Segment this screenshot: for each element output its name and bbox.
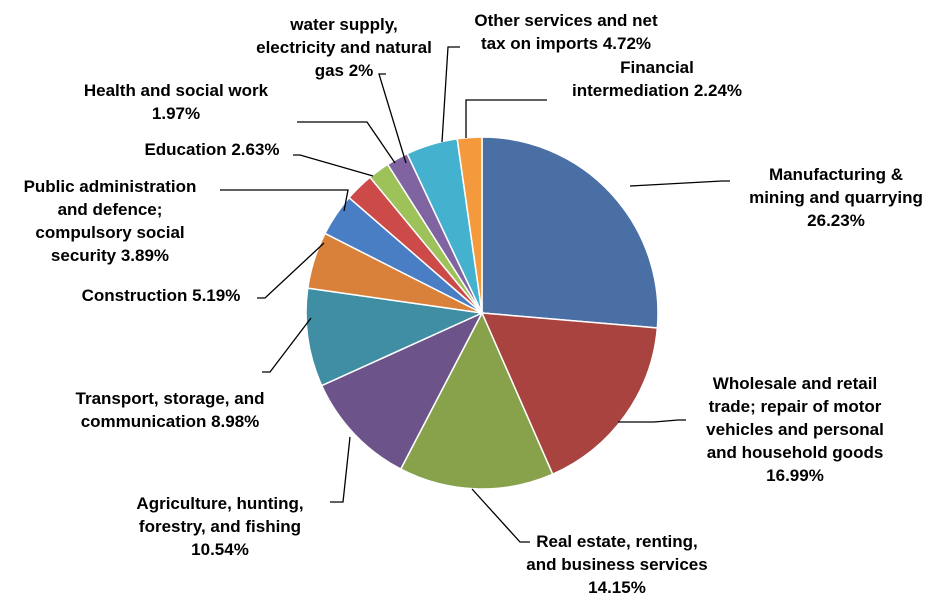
slice-label-transport-storage-and-communication: Transport, storage, and communication 8.9… (76, 389, 265, 431)
pie-slice-transport-storage-and-communication (305, 287, 485, 387)
leader-line-public-administration-and-defence-compulsory-social-security (220, 189, 349, 212)
slice-label-line: and business services (526, 555, 707, 574)
slice-label-agriculture-hunting-forestry-and-fishing: Agriculture, hunting, forestry, and fishi… (136, 494, 303, 559)
leader-line-financial-intermediation (465, 99, 547, 138)
slice-label-line: mining and quarrying (749, 188, 923, 207)
pie-slice-financial-intermediation (456, 136, 483, 314)
slice-label-line: 14.15% (588, 578, 646, 597)
pie-slices (305, 136, 659, 490)
pie-slice-agriculture-hunting-forestry-and-fishing (320, 311, 484, 471)
slice-label-line: compulsory social (35, 223, 184, 242)
slice-label-line: Construction 5.19% (82, 286, 241, 305)
slice-label-line: tax on imports 4.72% (481, 34, 651, 53)
slice-label-line: Real estate, renting, (536, 532, 698, 551)
slice-label-line: Transport, storage, and (76, 389, 265, 408)
slice-label-line: 16.99% (766, 466, 824, 485)
slice-label-line: forestry, and fishing (139, 517, 301, 536)
slice-label-line: 1.97% (152, 104, 200, 123)
slice-label-line: electricity and natural (256, 38, 432, 57)
slice-label-line: and defence; (58, 200, 163, 219)
leader-line-health-and-social-work (297, 121, 396, 164)
leader-line-education (293, 154, 374, 177)
slice-label-real-estate-renting-and-business-services: Real estate, renting, and business servic… (526, 532, 707, 597)
slice-label-water-supply-electricity-and-natural-gas: water supply, electricity and natural gas … (256, 15, 432, 80)
leader-line-water-supply-electricity-and-natural-gas (378, 73, 407, 164)
leader-line-construction (257, 242, 325, 299)
slice-labels: Manufacturing & mining and quarrying 26.23… (24, 11, 923, 597)
slice-label-line: Manufacturing & (769, 165, 903, 184)
slice-label-line: trade; repair of motor (709, 397, 882, 416)
slice-label-wholesale-and-retail-trade-repair-of-motor-vehicles-and-personal-and-household-goods: Wholesale and retail trade; repair of mot… (706, 374, 884, 485)
slice-label-line: 26.23% (807, 211, 865, 230)
pie-slice-manufacturing-mining-and-quarrying (481, 136, 659, 329)
pie-slice-wholesale-and-retail-trade-repair-of-motor-vehicles-and-personal-and-household-goods (480, 312, 659, 476)
slice-label-line: vehicles and personal (706, 420, 884, 439)
slice-label-line: and household goods (707, 443, 884, 462)
slice-label-line: 10.54% (191, 540, 249, 559)
slice-label-line: communication 8.98% (81, 412, 260, 431)
slice-label-manufacturing-mining-and-quarrying: Manufacturing & mining and quarrying 26.23… (749, 165, 923, 230)
leader-lines (220, 46, 730, 543)
slice-label-line: Other services and net (474, 11, 658, 30)
pie-slice-real-estate-renting-and-business-services (399, 311, 554, 490)
slice-label-public-administration-and-defence-compulsory-social-security: Public administration and defence; compuls… (24, 177, 197, 265)
leader-line-agriculture-hunting-forestry-and-fishing (330, 436, 351, 503)
slice-label-education: Education 2.63% (144, 140, 279, 159)
slice-label-line: intermediation 2.24% (572, 81, 742, 100)
slice-label-financial-intermediation: Financial intermediation 2.24% (572, 58, 742, 100)
slice-label-construction: Construction 5.19% (82, 286, 241, 305)
slice-label-line: Agriculture, hunting, (136, 494, 303, 513)
slice-label-line: Wholesale and retail (713, 374, 877, 393)
leader-line-manufacturing-mining-and-quarrying (629, 180, 730, 187)
slice-label-line: Public administration (24, 177, 197, 196)
slice-label-line: Education 2.63% (144, 140, 279, 159)
slice-label-line: Health and social work (84, 81, 269, 100)
leader-line-other-services-and-net-tax-on-imports (441, 46, 460, 143)
slice-label-line: Financial (620, 58, 694, 77)
leader-line-transport-storage-and-communication (262, 317, 312, 373)
slice-label-other-services-and-net-tax-on-imports: Other services and net tax on imports 4.7… (474, 11, 658, 53)
leader-line-real-estate-renting-and-business-services (471, 488, 530, 543)
leader-line-wholesale-and-retail-trade-repair-of-motor-vehicles-and-personal-and-household-goods (618, 419, 686, 423)
slice-label-line: gas 2% (315, 61, 374, 80)
slice-label-health-and-social-work: Health and social work 1.97% (84, 81, 269, 123)
slice-label-line: water supply, (289, 15, 397, 34)
slice-label-line: security 3.89% (51, 246, 169, 265)
